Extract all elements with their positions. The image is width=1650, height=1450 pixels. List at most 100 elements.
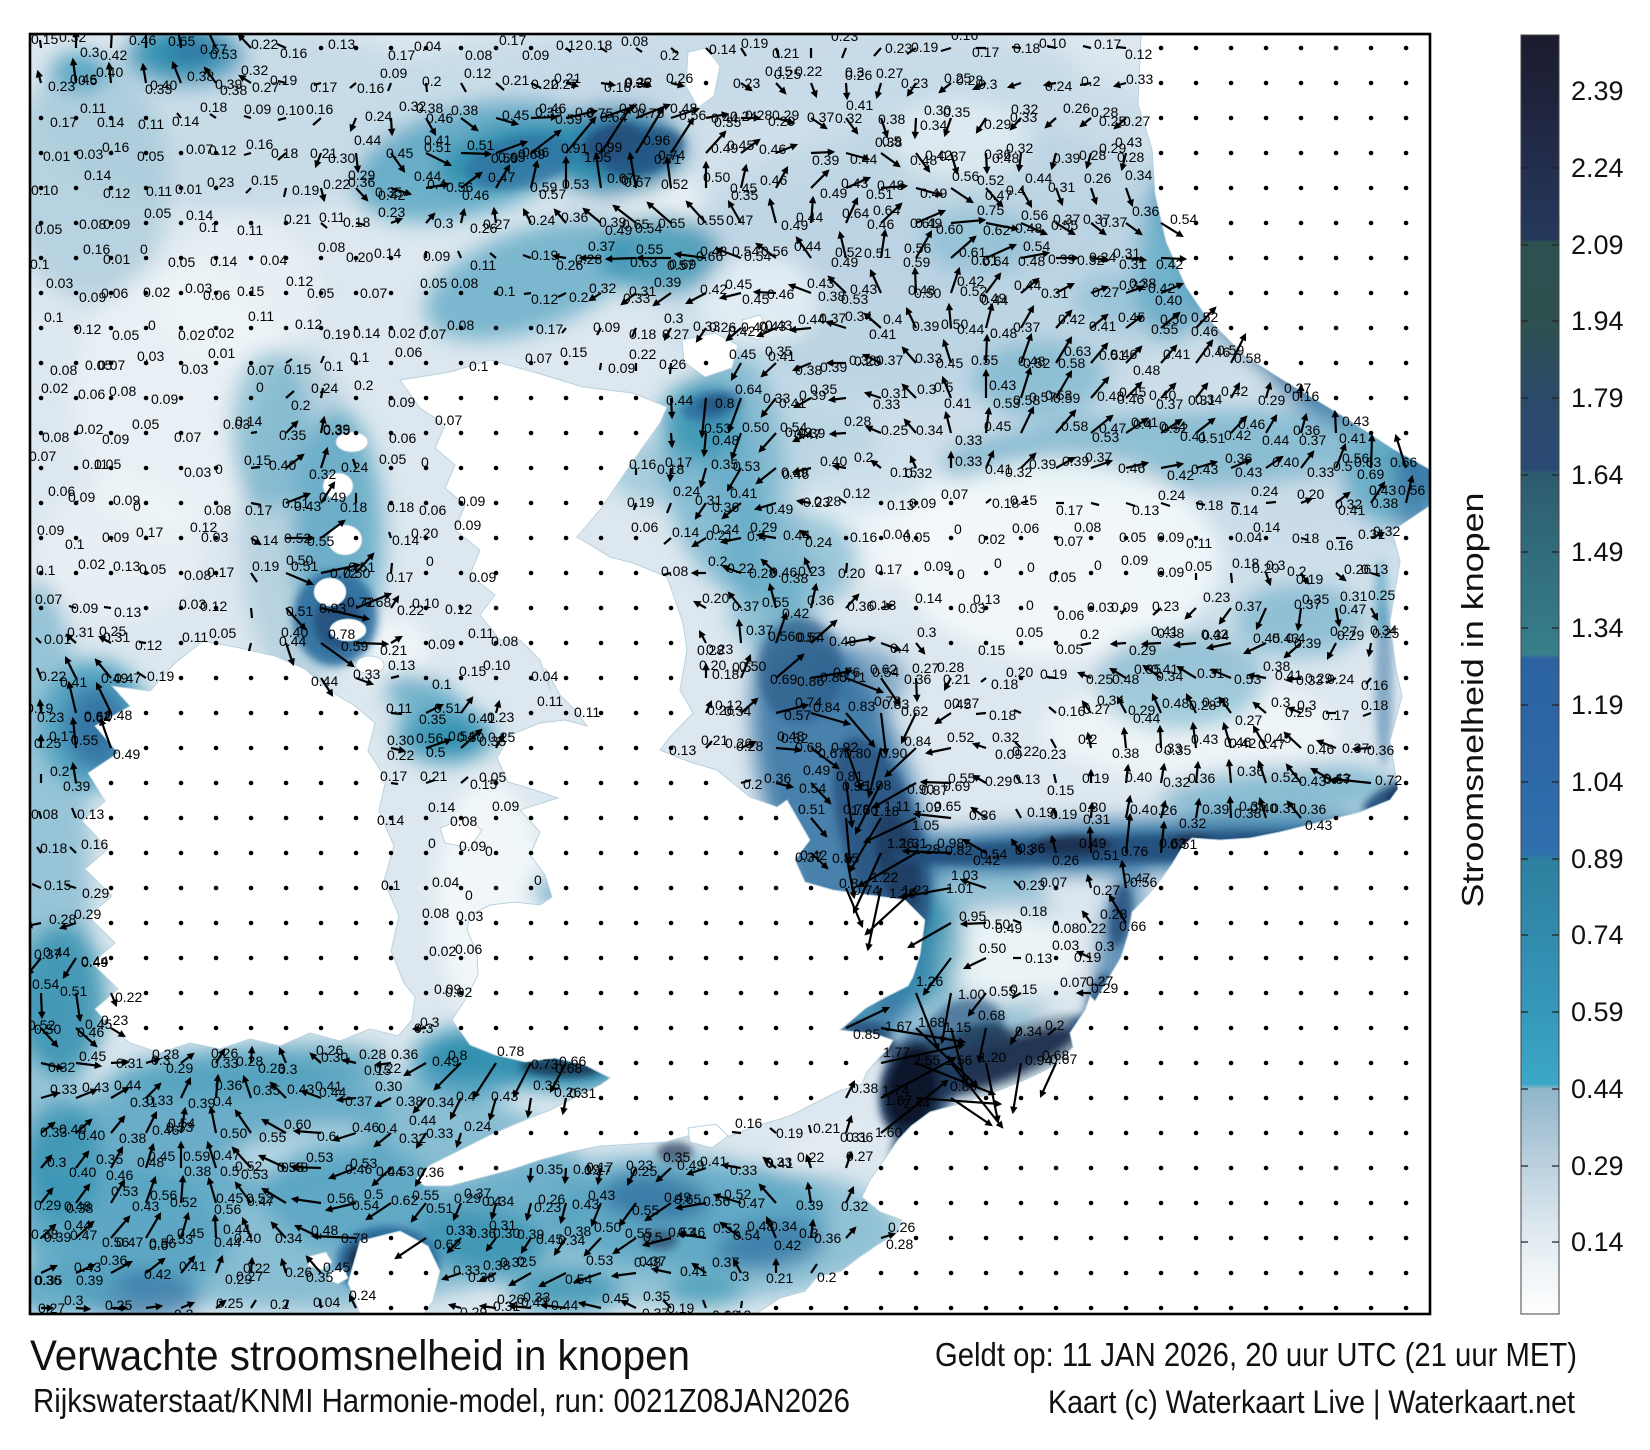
svg-text:0.26: 0.26: [709, 319, 736, 335]
svg-text:0.39: 0.39: [912, 318, 939, 334]
svg-text:0.35: 0.35: [810, 381, 837, 397]
svg-text:0.42: 0.42: [1167, 467, 1194, 483]
svg-text:0.29: 0.29: [166, 1060, 193, 1076]
svg-text:0.19: 0.19: [26, 700, 53, 716]
svg-text:0.03: 0.03: [184, 464, 211, 480]
svg-text:0.41: 0.41: [1089, 318, 1116, 334]
svg-text:0.40: 0.40: [269, 457, 296, 473]
svg-text:0.16: 0.16: [1361, 677, 1388, 693]
svg-text:0.53: 0.53: [733, 458, 760, 474]
svg-text:0.48: 0.48: [105, 707, 132, 723]
svg-text:0.35: 0.35: [663, 1149, 690, 1165]
svg-text:0.25: 0.25: [99, 623, 126, 639]
svg-text:0.66: 0.66: [696, 248, 723, 264]
svg-text:0.08: 0.08: [31, 806, 58, 822]
svg-text:0.34: 0.34: [1125, 167, 1152, 183]
svg-text:0.23: 0.23: [48, 78, 75, 94]
svg-text:0.33: 0.33: [353, 666, 380, 682]
svg-text:0.13: 0.13: [1132, 502, 1159, 518]
svg-text:1.00: 1.00: [851, 802, 878, 818]
svg-text:0.19: 0.19: [573, 1161, 600, 1177]
svg-text:0.38: 0.38: [1129, 275, 1156, 291]
svg-text:0.46: 0.46: [770, 564, 797, 580]
svg-text:0.49: 0.49: [829, 633, 856, 649]
svg-text:0.17: 0.17: [1094, 36, 1121, 52]
svg-text:0.40: 0.40: [96, 64, 123, 80]
svg-text:0.07: 0.07: [29, 448, 56, 464]
svg-text:0.33: 0.33: [1155, 740, 1182, 756]
svg-text:0.3: 0.3: [1015, 842, 1035, 858]
svg-text:0.18: 0.18: [629, 326, 656, 342]
svg-text:0.44: 0.44: [783, 527, 810, 543]
svg-text:0.04: 0.04: [313, 1294, 340, 1310]
svg-text:0.29: 0.29: [1091, 980, 1118, 996]
svg-text:0.08: 0.08: [42, 429, 69, 445]
svg-text:0.20: 0.20: [1297, 486, 1324, 502]
svg-text:0.43: 0.43: [1342, 413, 1369, 429]
svg-text:0.5: 0.5: [220, 1163, 240, 1179]
svg-text:0.2: 0.2: [354, 377, 374, 393]
svg-text:0.5: 0.5: [517, 1253, 537, 1269]
svg-text:0.44: 0.44: [1014, 277, 1041, 293]
svg-text:0.48: 0.48: [747, 1218, 774, 1234]
svg-text:0.40: 0.40: [78, 1127, 105, 1143]
svg-text:0.85: 0.85: [832, 850, 859, 866]
svg-text:0.01: 0.01: [43, 148, 70, 164]
svg-text:0.45: 0.45: [1118, 309, 1145, 325]
svg-text:0.36: 0.36: [712, 499, 739, 515]
svg-text:1.34: 1.34: [1571, 613, 1624, 643]
svg-text:0.33: 0.33: [145, 81, 172, 97]
svg-text:0.22: 0.22: [797, 1149, 824, 1165]
svg-text:0.40: 0.40: [1149, 387, 1176, 403]
svg-text:0.46: 0.46: [1238, 416, 1265, 432]
svg-text:0.73: 0.73: [531, 1056, 558, 1072]
svg-text:0.52: 0.52: [284, 530, 311, 546]
svg-text:0.03: 0.03: [958, 600, 985, 616]
svg-text:0.18: 0.18: [991, 676, 1018, 692]
svg-text:0.08: 0.08: [422, 905, 449, 921]
svg-text:0.16: 0.16: [1058, 703, 1085, 719]
svg-text:0.56: 0.56: [761, 243, 788, 259]
svg-text:0.54: 0.54: [980, 846, 1007, 862]
svg-text:0.39: 0.39: [796, 1197, 823, 1213]
svg-text:1.74: 1.74: [882, 1082, 909, 1098]
svg-text:0.39: 0.39: [798, 425, 825, 441]
svg-text:0.27: 0.27: [662, 326, 689, 342]
svg-text:0.25: 0.25: [1368, 587, 1395, 603]
svg-text:0.38: 0.38: [875, 134, 902, 150]
svg-text:0.4: 0.4: [1133, 416, 1153, 432]
svg-text:0.21: 0.21: [772, 45, 799, 61]
svg-text:0.3: 0.3: [420, 1014, 440, 1030]
svg-text:0.87: 0.87: [921, 782, 948, 798]
svg-text:0.39: 0.39: [188, 1095, 215, 1111]
svg-text:0.37: 0.37: [345, 1093, 372, 1109]
svg-text:0.05: 0.05: [1049, 569, 1076, 585]
svg-text:0.3: 0.3: [845, 64, 865, 80]
svg-text:0.15: 0.15: [1010, 492, 1037, 508]
svg-text:0.27: 0.27: [483, 216, 510, 232]
svg-text:0.31: 0.31: [1083, 811, 1110, 827]
svg-text:0.03: 0.03: [223, 416, 250, 432]
svg-text:0.03: 0.03: [46, 275, 73, 291]
svg-text:0.17: 0.17: [586, 1159, 613, 1175]
svg-text:0.42: 0.42: [800, 847, 827, 863]
svg-text:0.51: 0.51: [798, 801, 825, 817]
svg-text:0.44: 0.44: [1262, 432, 1289, 448]
svg-text:0.44: 0.44: [1159, 418, 1186, 434]
svg-text:0.42: 0.42: [1229, 735, 1256, 751]
svg-text:0.15: 0.15: [364, 1062, 391, 1078]
svg-text:0.71: 0.71: [839, 669, 866, 685]
svg-text:0.17: 0.17: [972, 44, 999, 60]
svg-text:0.28: 0.28: [1100, 906, 1127, 922]
svg-text:0.72: 0.72: [330, 565, 357, 581]
svg-text:0.47: 0.47: [247, 1193, 274, 1209]
svg-text:0.08: 0.08: [184, 567, 211, 583]
svg-text:0.34: 0.34: [427, 1094, 454, 1110]
svg-text:1.23: 1.23: [902, 882, 929, 898]
svg-text:0.50: 0.50: [34, 1021, 61, 1037]
svg-text:0.13: 0.13: [724, 1307, 751, 1323]
svg-text:0.44: 0.44: [214, 1234, 241, 1250]
svg-text:0.51: 0.51: [1099, 347, 1126, 363]
svg-text:0.2: 0.2: [174, 1306, 194, 1322]
svg-text:0.54: 0.54: [448, 728, 475, 744]
